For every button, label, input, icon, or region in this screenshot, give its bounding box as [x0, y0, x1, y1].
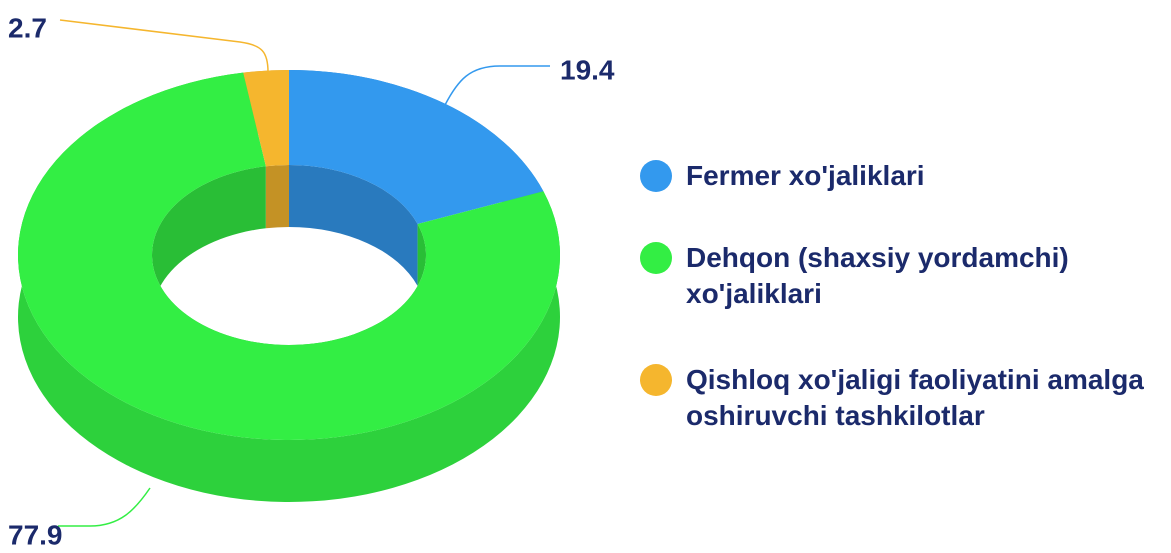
leader-line — [444, 65, 550, 106]
legend-swatch — [640, 364, 672, 396]
slice-inner-wall — [265, 165, 289, 229]
legend-label: Dehqon (shaxsiy yordamchi) xo'jaliklari — [686, 242, 1069, 309]
legend-item: Fermer xo'jaliklari — [640, 158, 1170, 194]
legend-item: Dehqon (shaxsiy yordamchi) xo'jaliklari — [640, 240, 1170, 312]
slice — [243, 70, 289, 167]
value-label: 77.9 — [8, 519, 63, 550]
slice — [17, 72, 560, 441]
legend-swatch — [640, 242, 672, 274]
value-label: 2.7 — [8, 12, 47, 43]
legend-item: Qishloq xo'jaligi faoliyatini amalga osh… — [640, 362, 1170, 434]
legend-label: Fermer xo'jaliklari — [686, 160, 925, 191]
slice — [289, 70, 544, 224]
leader-line — [59, 19, 269, 73]
legend-label: Qishloq xo'jaligi faoliyatini amalga osh… — [686, 364, 1144, 431]
leader-line — [58, 487, 151, 527]
value-label: 19.4 — [560, 54, 615, 85]
slice-inner-wall — [289, 165, 418, 286]
legend-swatch — [640, 160, 672, 192]
